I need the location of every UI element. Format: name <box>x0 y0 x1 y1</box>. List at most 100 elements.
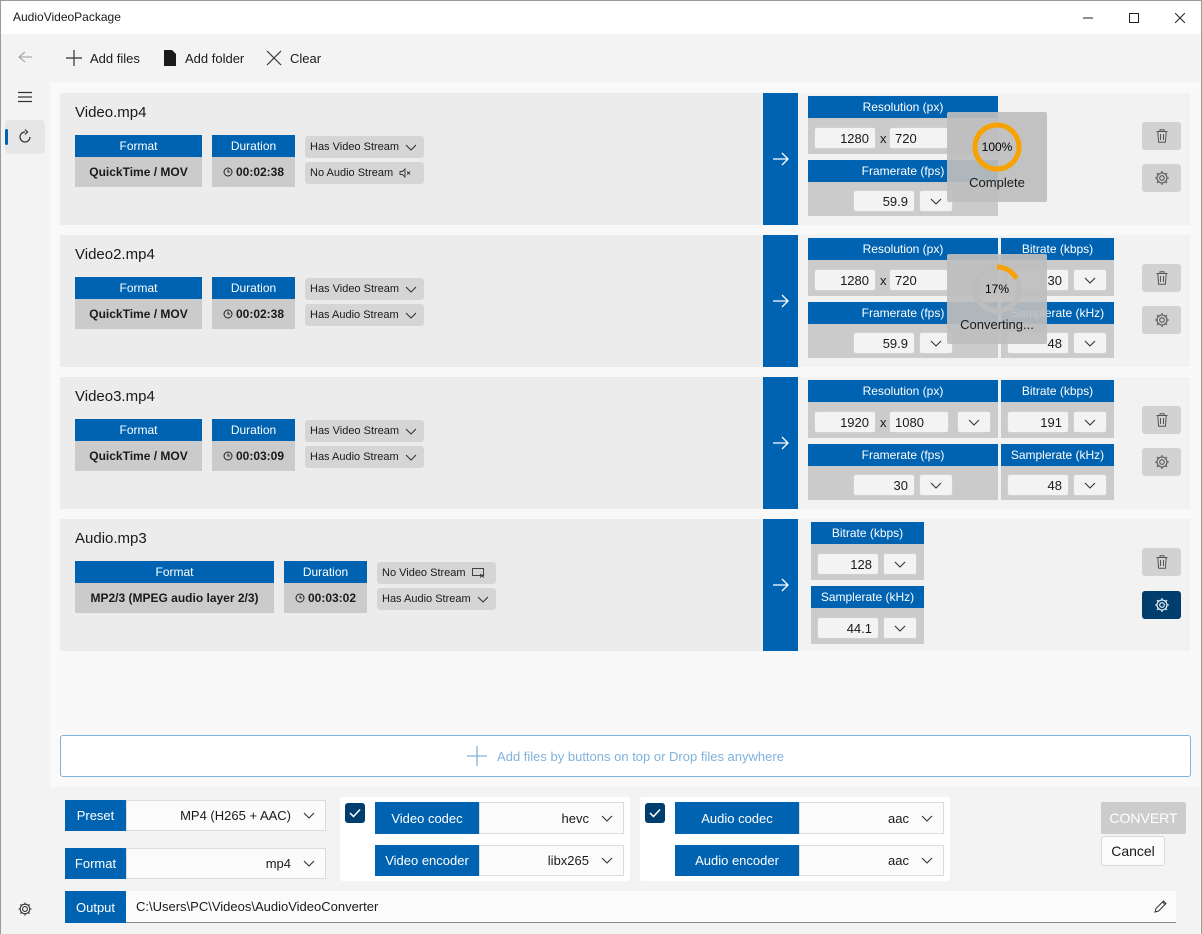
delete-button[interactable] <box>1142 548 1181 576</box>
samplerate-dropdown[interactable] <box>1073 474 1107 496</box>
framerate-input[interactable]: 59.9 <box>853 332 915 354</box>
video-enable-checkbox[interactable] <box>345 803 365 823</box>
settings-nav-button[interactable] <box>5 892 45 926</box>
samplerate-dropdown[interactable] <box>883 617 917 639</box>
delete-button[interactable] <box>1142 264 1181 292</box>
chevron-down-icon <box>405 428 417 435</box>
clock-icon <box>223 451 233 461</box>
hamburger-icon <box>18 91 32 103</box>
resolution-width-input[interactable]: 1920 <box>814 411 876 433</box>
format-info: Format QuickTime / MOV <box>75 135 202 187</box>
video-stream-dropdown[interactable]: Has Video Stream <box>305 420 424 442</box>
chevron-down-icon <box>894 625 906 632</box>
format-field: Format mp4 <box>65 848 326 879</box>
cancel-button[interactable]: Cancel <box>1101 836 1165 866</box>
output-settings-panel: Resolution (px) 1280 x 720 Framerate (fp… <box>798 93 1190 225</box>
video-stream-dropdown[interactable]: Has Video Stream <box>305 136 424 158</box>
bitrate-dropdown[interactable] <box>883 553 917 575</box>
delete-button[interactable] <box>1142 122 1181 150</box>
trash-icon <box>1156 271 1167 285</box>
audio-codec-select[interactable]: aac <box>799 802 944 834</box>
convert-arrow <box>763 377 798 509</box>
duration-value: 00:03:02 <box>307 591 357 605</box>
menu-button[interactable] <box>5 80 45 114</box>
checkmark-icon <box>349 808 361 818</box>
preset-value: MP4 (H265 + AAC) <box>180 808 291 823</box>
samplerate-header: Samplerate (kHz) <box>1001 444 1114 466</box>
samplerate-input[interactable]: 44.1 <box>817 617 879 639</box>
back-button[interactable] <box>5 40 45 74</box>
audio-stream-dropdown[interactable]: Has Audio Stream <box>305 304 424 326</box>
video-encoder-label: Video encoder <box>375 845 479 876</box>
audio-enable-checkbox[interactable] <box>645 803 665 823</box>
audio-stream-label: No Audio Stream <box>310 167 394 179</box>
resolution-dropdown[interactable] <box>957 411 991 433</box>
arrow-right-icon <box>772 294 789 308</box>
resolution-width-input[interactable]: 1280 <box>814 127 876 149</box>
audio-encoder-value: aac <box>888 853 909 868</box>
settings-button[interactable] <box>1142 448 1181 476</box>
close-icon <box>1175 12 1185 23</box>
arrow-right-icon <box>772 578 789 592</box>
format-value: QuickTime / MOV <box>89 307 188 321</box>
settings-button[interactable] <box>1142 306 1181 334</box>
bitrate-input[interactable]: 191 <box>1007 411 1069 433</box>
gear-icon <box>1154 171 1169 185</box>
delete-button[interactable] <box>1142 406 1181 434</box>
add-files-button[interactable]: Add files <box>66 48 140 68</box>
framerate-input[interactable]: 59.9 <box>853 190 915 212</box>
audio-encoder-select[interactable]: aac <box>799 845 944 876</box>
chevron-down-icon <box>303 812 315 819</box>
duration-info: Duration 00:03:02 <box>284 561 367 613</box>
audio-stream-dropdown[interactable]: Has Audio Stream <box>377 588 496 610</box>
conversion-settings: Preset MP4 (H265 + AAC) Format mp4 Video… <box>50 787 1200 934</box>
maximize-button[interactable] <box>1111 1 1157 34</box>
add-folder-button[interactable]: Add folder <box>163 48 244 68</box>
clear-button[interactable]: Clear <box>266 48 321 68</box>
bitrate-dropdown[interactable] <box>1073 269 1107 291</box>
resolution-width-input[interactable]: 1280 <box>814 269 876 291</box>
audio-stream-label: Has Audio Stream <box>382 593 471 605</box>
gear-icon <box>18 902 32 916</box>
close-button[interactable] <box>1157 1 1202 34</box>
framerate-dropdown[interactable] <box>919 474 953 496</box>
chevron-down-icon <box>405 312 417 319</box>
output-field: Output C:\Users\PC\Videos\AudioVideoConv… <box>65 891 1176 923</box>
samplerate-input[interactable]: 48 <box>1007 474 1069 496</box>
output-settings-panel: Bitrate (kbps) 128 Samplerate (kHz) 44.1 <box>798 519 1190 651</box>
preset-select[interactable]: MP4 (H265 + AAC) <box>126 800 326 831</box>
convert-arrow <box>763 93 798 225</box>
settings-button[interactable] <box>1142 164 1181 192</box>
framerate-dropdown[interactable] <box>919 190 953 212</box>
format-header: Format <box>75 135 202 157</box>
format-select[interactable]: mp4 <box>126 848 326 879</box>
minimize-button[interactable] <box>1065 1 1111 34</box>
minimize-icon <box>1083 17 1093 18</box>
resolution-separator: x <box>880 131 887 146</box>
samplerate-header: Samplerate (kHz) <box>811 586 924 608</box>
output-label: Output <box>65 891 126 923</box>
samplerate-dropdown[interactable] <box>1073 332 1107 354</box>
convert-button[interactable]: CONVERT <box>1101 802 1186 834</box>
video-encoder-select[interactable]: libx265 <box>479 845 624 876</box>
framerate-input[interactable]: 30 <box>853 474 915 496</box>
nav-converter[interactable] <box>5 120 45 154</box>
plus-icon <box>66 50 82 66</box>
resolution-height-input[interactable]: 1080 <box>889 411 949 433</box>
video-stream-dropdown[interactable]: Has Video Stream <box>305 278 424 300</box>
file-name: Audio.mp3 <box>75 530 147 547</box>
output-path-input[interactable]: C:\Users\PC\Videos\AudioVideoConverter <box>126 891 1176 923</box>
audio-stream-dropdown[interactable]: Has Audio Stream <box>305 446 424 468</box>
bitrate-input[interactable]: 128 <box>817 553 879 575</box>
video-codec-select[interactable]: hevc <box>479 802 624 834</box>
bitrate-header: Bitrate (kbps) <box>811 522 924 544</box>
chevron-down-icon <box>894 561 906 568</box>
gear-icon <box>1154 598 1169 612</box>
resolution-height-input[interactable]: 720 <box>889 127 949 149</box>
resolution-height-input[interactable]: 720 <box>889 269 949 291</box>
chevron-down-icon <box>1084 340 1096 347</box>
bitrate-dropdown[interactable] <box>1073 411 1107 433</box>
settings-button[interactable] <box>1142 591 1181 619</box>
drop-zone[interactable]: Add files by buttons on top or Drop file… <box>60 735 1191 777</box>
audio-encoder-label: Audio encoder <box>675 845 799 876</box>
